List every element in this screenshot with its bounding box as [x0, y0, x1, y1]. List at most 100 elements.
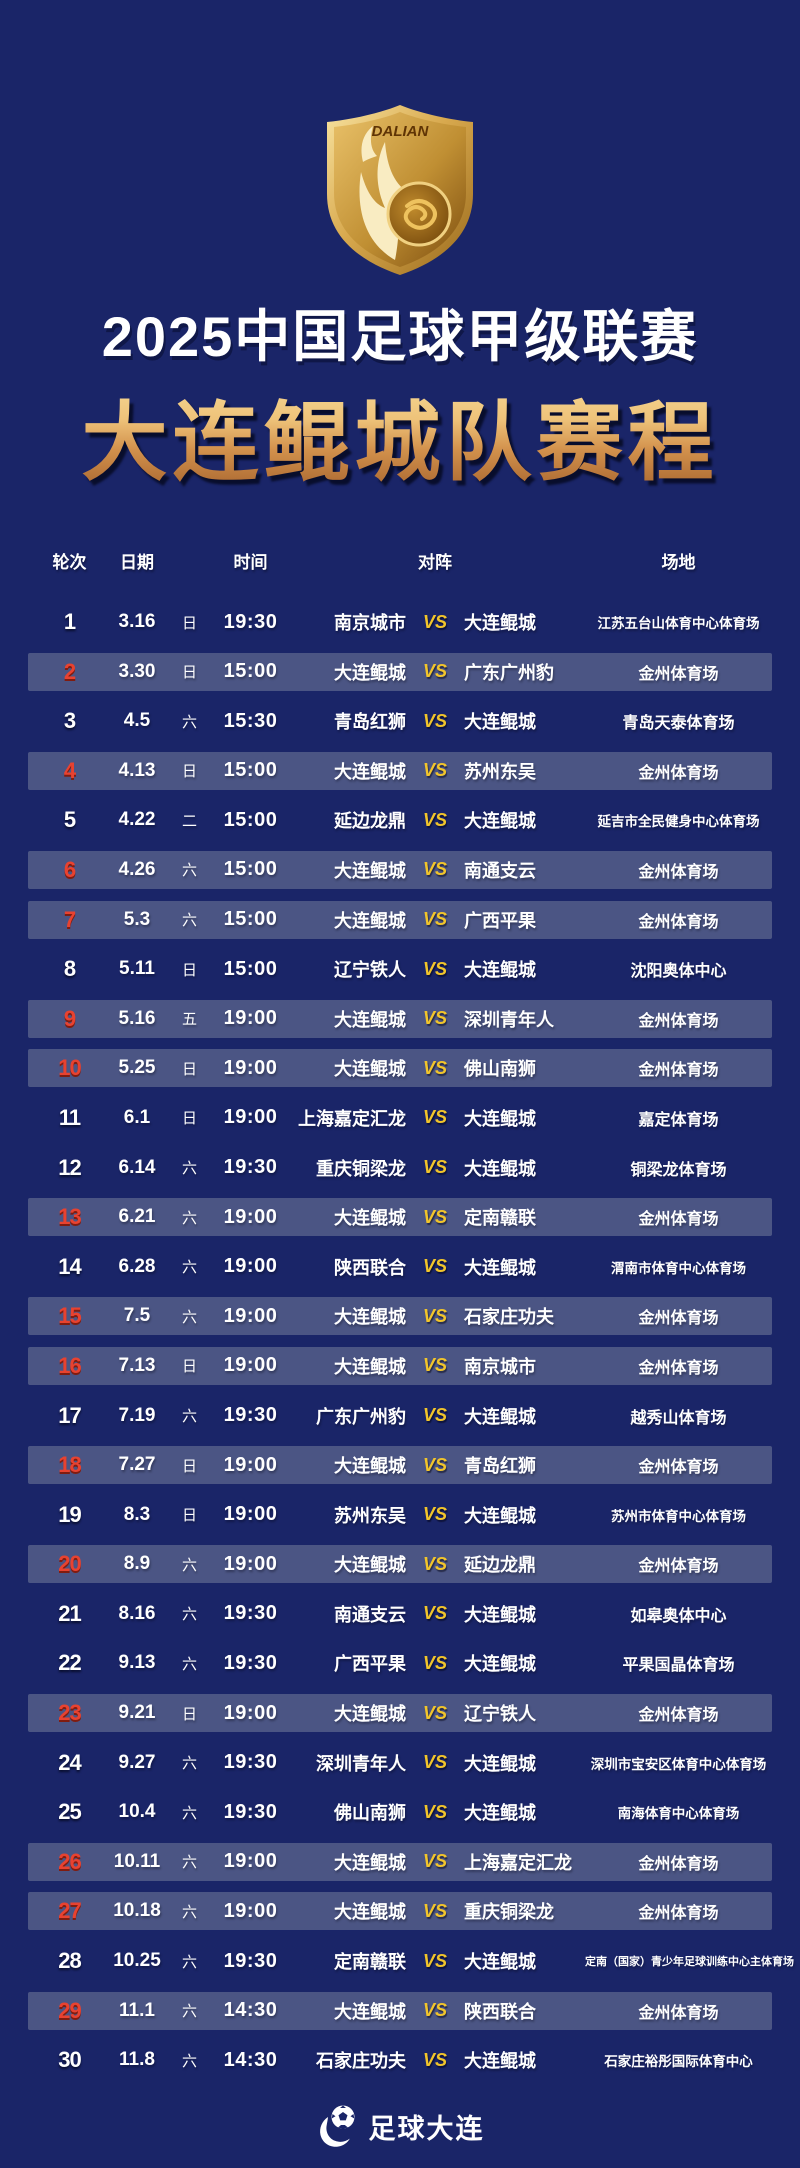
match-weekday: 六: [181, 1606, 197, 1624]
vs-label: VS: [422, 1454, 447, 1475]
venue: 金州体育场: [638, 1459, 719, 1477]
match-weekday: 六: [181, 912, 197, 930]
match-time: 19:30: [223, 1800, 278, 1823]
round-number: 27: [58, 1898, 81, 1924]
home-team: 佛山南狮: [334, 1803, 406, 1824]
vs-label: VS: [422, 661, 447, 682]
home-team: 大连鲲城: [334, 1555, 406, 1576]
away-team: 大连鲲城: [464, 1505, 536, 1526]
vs-label: VS: [422, 1157, 447, 1178]
home-team: 大连鲲城: [334, 662, 406, 683]
round-number: 7: [63, 906, 76, 932]
vs-label: VS: [422, 1504, 447, 1525]
match-date: 8.3: [123, 1503, 151, 1525]
match-weekday: 六: [181, 1804, 197, 1822]
match-row-29: 29 11.1 六 14:30 大连鲲城 VS 陕西联合 金州体育场: [28, 1991, 772, 2030]
match-weekday: 六: [181, 1308, 197, 1326]
match-row-21: 21 8.16 六 19:30 南通支云 VS 大连鲲城 如皋奥体中心: [28, 1595, 772, 1633]
vs-label: VS: [422, 2049, 447, 2070]
round-number: 4: [63, 757, 76, 783]
match-date: 7.13: [118, 1354, 156, 1376]
match-weekday: 日: [181, 1507, 197, 1525]
home-team: 广东广州豹: [316, 1406, 406, 1427]
match-time: 15:00: [223, 908, 278, 931]
home-team: 大连鲲城: [334, 1208, 406, 1229]
shield-crest-icon: DALIAN: [327, 105, 473, 275]
vs-label: VS: [422, 958, 447, 979]
match-date: 10.11: [113, 1850, 161, 1872]
venue: 金州体育场: [638, 764, 719, 782]
venue: 石家庄裕彤国际体育中心: [604, 2054, 753, 2070]
vs-label: VS: [422, 1603, 447, 1624]
round-number: 26: [58, 1848, 81, 1874]
home-team: 大连鲲城: [334, 761, 406, 782]
match-row-1: 1 3.16 日 19:30 南京城市 VS 大连鲲城 江苏五台山体育中心体育场: [28, 603, 772, 641]
match-weekday: 六: [181, 1556, 197, 1574]
round-number: 18: [58, 1452, 81, 1478]
venue: 金州体育场: [638, 1310, 719, 1328]
vs-label: VS: [422, 1950, 447, 1971]
vs-label: VS: [422, 1652, 447, 1673]
home-team: 南京城市: [334, 613, 406, 633]
away-team: 定南赣联: [464, 1208, 536, 1229]
footer-brand: 足球大连: [0, 2102, 800, 2150]
match-time: 19:30: [223, 1751, 278, 1774]
venue: 嘉定体育场: [638, 1111, 719, 1129]
match-row-20: 20 8.9 六 19:00 大连鲲城 VS 延边龙鼎 金州体育场: [28, 1545, 772, 1584]
match-time: 19:30: [223, 1404, 278, 1426]
match-row-30: 30 11.8 六 14:30 石家庄功夫 VS 大连鲲城 石家庄裕彤国际体育中…: [28, 2041, 772, 2079]
match-time: 19:30: [223, 1602, 278, 1625]
home-team: 大连鲲城: [334, 1009, 406, 1030]
match-time: 19:00: [223, 1056, 278, 1079]
match-weekday: 六: [181, 1953, 197, 1971]
round-number: 1: [63, 609, 76, 634]
match-row-15: 15 7.5 六 19:00 大连鲲城 VS 石家庄功夫 金州体育场: [28, 1297, 772, 1336]
match-date: 11.1: [119, 1999, 155, 2021]
match-date: 7.5: [123, 1305, 151, 1327]
home-team: 大连鲲城: [334, 910, 406, 931]
home-team: 大连鲲城: [334, 1902, 406, 1923]
venue: 金州体育场: [638, 1062, 719, 1080]
dalian-club-crest: DALIAN: [319, 102, 481, 278]
column-header-match: 对阵: [418, 552, 452, 572]
match-weekday: 六: [181, 1854, 197, 1872]
match-row-26: 26 10.11 六 19:00 大连鲲城 VS 上海嘉定汇龙 金州体育场: [28, 1842, 772, 1881]
match-date: 5.25: [118, 1057, 156, 1079]
away-team: 大连鲲城: [464, 1654, 536, 1675]
vs-label: VS: [422, 809, 447, 830]
match-time: 15:00: [223, 660, 278, 683]
match-date: 5.16: [118, 1007, 156, 1029]
venue: 铜梁龙体育场: [630, 1161, 727, 1179]
vs-label: VS: [422, 1107, 447, 1128]
vs-label: VS: [422, 1057, 447, 1078]
match-row-16: 16 7.13 日 19:00 大连鲲城 VS 南京城市 金州体育场: [28, 1346, 772, 1385]
match-date: 6.14: [118, 1156, 156, 1178]
away-team: 大连鲲城: [464, 613, 536, 633]
match-weekday: 六: [181, 1655, 197, 1673]
match-weekday: 日: [181, 1060, 197, 1078]
home-team: 大连鲲城: [334, 1059, 406, 1080]
vs-label: VS: [422, 1256, 447, 1277]
match-date: 7.19: [118, 1404, 156, 1426]
match-row-8: 8 5.11 日 15:00 辽宁铁人 VS 大连鲲城 沈阳奥体中心: [28, 950, 772, 988]
venue: 金州体育场: [638, 1707, 719, 1725]
home-team: 青岛红狮: [334, 712, 406, 733]
home-team: 南通支云: [334, 1604, 406, 1625]
round-number: 17: [58, 1402, 81, 1428]
round-number: 9: [63, 1005, 76, 1031]
vs-label: VS: [422, 1008, 447, 1029]
match-weekday: 五: [181, 1011, 197, 1029]
match-date: 10.25: [113, 1950, 161, 1972]
venue: 金州体育场: [638, 665, 719, 683]
vs-label: VS: [422, 1305, 447, 1326]
home-team: 广西平果: [334, 1654, 406, 1675]
column-header-venue: 场地: [661, 552, 696, 572]
venue: 南海体育中心体育场: [617, 1806, 740, 1822]
match-date: 4.13: [118, 759, 156, 781]
league-title: 2025中国足球甲级联赛: [101, 305, 699, 368]
away-team: 广东广州豹: [464, 662, 554, 683]
match-row-13: 13 6.21 六 19:00 大连鲲城 VS 定南赣联 金州体育场: [28, 1198, 772, 1237]
round-number: 13: [58, 1204, 81, 1230]
schedule-title: 大连鲲城队赛程: [0, 372, 800, 497]
